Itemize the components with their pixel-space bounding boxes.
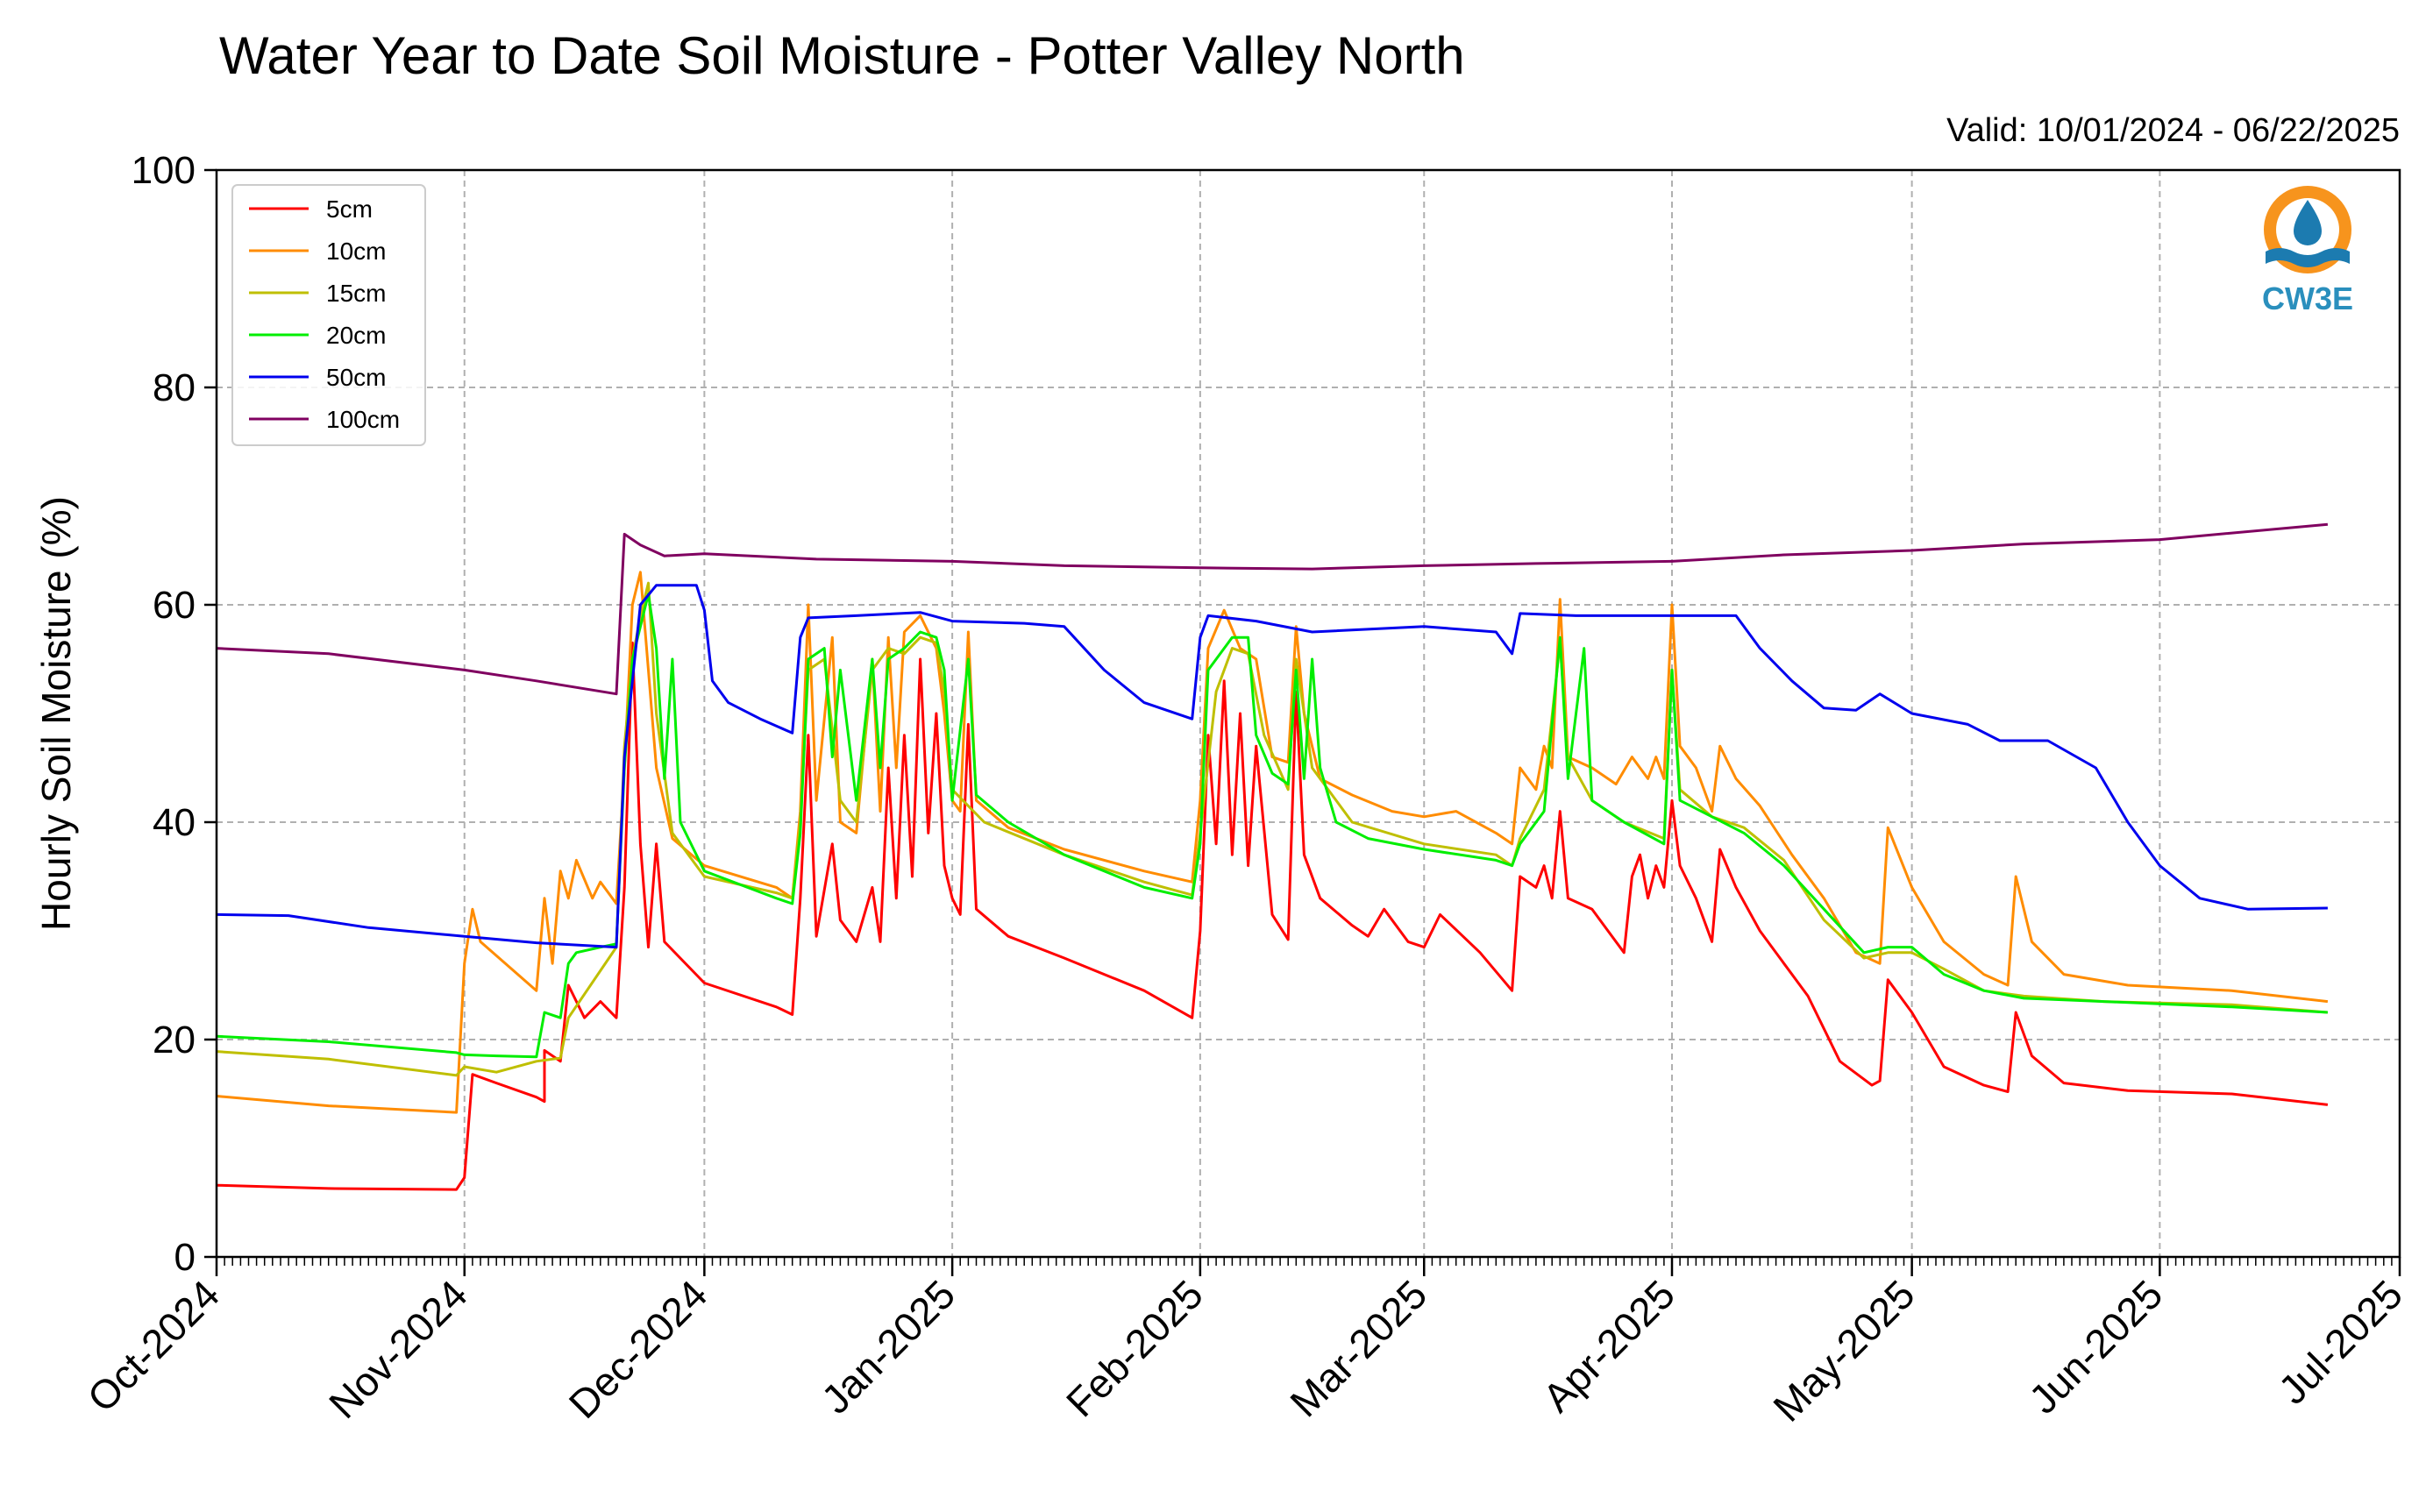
x-tick-label: Jul-2025 (2270, 1271, 2412, 1413)
x-tick-label: Feb-2025 (1057, 1271, 1212, 1425)
y-tick-label: 20 (153, 1019, 196, 1061)
series-line-15cm (216, 581, 2329, 1077)
series-group (216, 522, 2329, 1191)
series-line-100cm (216, 522, 2329, 696)
x-tick-label: Jan-2025 (813, 1271, 964, 1422)
y-tick-label: 80 (153, 366, 196, 409)
y-tick-label: 100 (132, 149, 196, 192)
plot-frame (215, 168, 2401, 1259)
y-tick-label: 60 (153, 584, 196, 627)
y-tick-label: 0 (174, 1236, 196, 1279)
chart-subtitle: Valid: 10/01/2024 - 06/22/2025 (1946, 112, 2400, 149)
logo-waves (2266, 248, 2350, 267)
series-line-10cm (216, 571, 2329, 1114)
series-line-50cm (216, 584, 2328, 949)
legend-label-20cm: 20cm (326, 322, 386, 349)
legend-label-100cm: 100cm (326, 406, 400, 433)
x-tick-label: Mar-2025 (1281, 1271, 1435, 1425)
legend-label-5cm: 5cm (326, 195, 373, 223)
x-tick-label: May-2025 (1764, 1271, 1923, 1430)
grid (217, 170, 2400, 1257)
legend-label-15cm: 15cm (326, 280, 386, 307)
y-tick-label: 40 (153, 801, 196, 844)
cw3e-logo: CW3E (2262, 186, 2353, 316)
x-tick-label: Jun-2025 (2020, 1271, 2171, 1422)
logo-text: CW3E (2262, 280, 2353, 316)
legend-label-50cm: 50cm (326, 364, 386, 391)
y-axis-label: Hourly Soil Moisture (%) (33, 496, 79, 931)
x-tick-label: Apr-2025 (1533, 1271, 1683, 1421)
logo-water-icon (2294, 200, 2322, 245)
x-tick-label: Nov-2024 (320, 1271, 476, 1427)
chart-title: Water Year to Date Soil Moisture - Potte… (219, 26, 1465, 85)
x-minor-ticks (216, 1257, 2401, 1266)
x-tick-label: Dec-2024 (560, 1271, 716, 1427)
x-tick-label: Oct-2024 (79, 1271, 229, 1421)
legend-label-10cm: 10cm (326, 238, 386, 265)
series-line-5cm (216, 641, 2329, 1191)
legend: 5cm 10cm 15cm 20cm 50cm 100cm (231, 184, 426, 446)
